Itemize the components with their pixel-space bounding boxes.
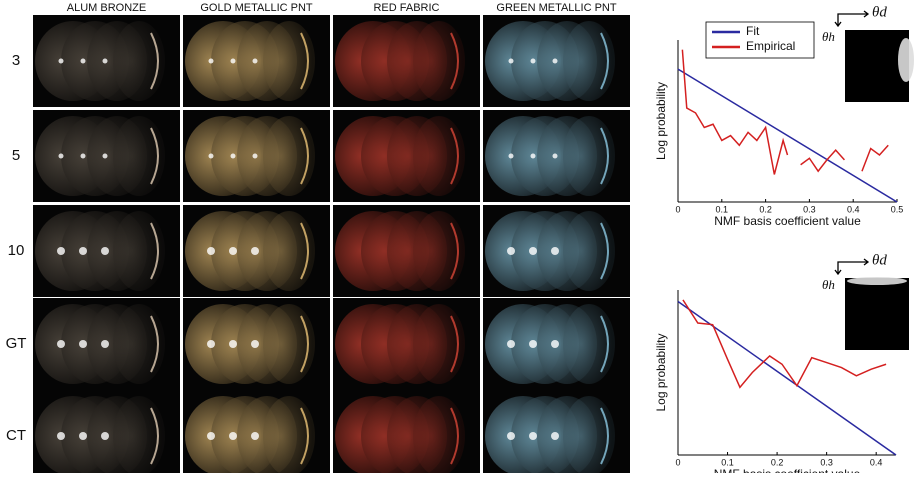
column-header: ALUM BRONZE bbox=[67, 2, 146, 14]
row-label: 5 bbox=[12, 147, 20, 164]
x-tick-label: 0.1 bbox=[716, 204, 729, 214]
highlight bbox=[253, 59, 258, 64]
highlight bbox=[79, 247, 87, 255]
y-axis-label: Log probability bbox=[654, 82, 668, 160]
x-tick-label: 0.2 bbox=[759, 204, 772, 214]
inset-arrow bbox=[835, 259, 868, 274]
highlight bbox=[229, 247, 237, 255]
highlight bbox=[253, 154, 258, 159]
inset-glow bbox=[898, 38, 914, 82]
x-tick-label: 0.3 bbox=[803, 204, 816, 214]
y-axis-label: Log probability bbox=[654, 333, 668, 411]
x-tick-label: 0.4 bbox=[870, 457, 883, 467]
column-header: GREEN METALLIC PNT bbox=[496, 2, 616, 14]
highlight bbox=[101, 340, 109, 348]
inset-y-label: θh bbox=[822, 277, 835, 292]
column-header: GOLD METALLIC PNT bbox=[200, 2, 313, 14]
inset-y-label: θh bbox=[822, 29, 835, 44]
highlight bbox=[551, 247, 559, 255]
highlight bbox=[251, 432, 259, 440]
highlight bbox=[509, 154, 514, 159]
highlight bbox=[103, 59, 108, 64]
highlight bbox=[529, 247, 537, 255]
x-tick-label: 0.1 bbox=[721, 457, 734, 467]
highlight bbox=[79, 340, 87, 348]
highlight bbox=[81, 59, 86, 64]
legend-label: Fit bbox=[746, 24, 760, 38]
x-tick-label: 0.4 bbox=[847, 204, 860, 214]
highlight bbox=[229, 432, 237, 440]
highlight bbox=[507, 432, 515, 440]
x-tick-label: 0 bbox=[675, 457, 680, 467]
highlight bbox=[231, 154, 236, 159]
x-tick-label: 0.5 bbox=[891, 204, 904, 214]
highlight bbox=[531, 154, 536, 159]
x-axis-label: NMF basis coefficient value bbox=[714, 214, 861, 228]
figure: ALUM BRONZE GOLD METALLIC PNT RED FABRIC GR… bbox=[0, 0, 914, 473]
highlight bbox=[57, 247, 65, 255]
legend-label: Empirical bbox=[746, 39, 795, 53]
inset-glow bbox=[847, 277, 907, 285]
highlight bbox=[207, 432, 215, 440]
highlight bbox=[509, 59, 514, 64]
highlight bbox=[231, 59, 236, 64]
highlight bbox=[209, 154, 214, 159]
highlight bbox=[207, 247, 215, 255]
highlight bbox=[101, 247, 109, 255]
highlight bbox=[81, 154, 86, 159]
row-label: 10 bbox=[8, 242, 25, 259]
highlight bbox=[209, 59, 214, 64]
highlight bbox=[553, 59, 558, 64]
x-tick-label: 0 bbox=[675, 204, 680, 214]
highlight bbox=[507, 247, 515, 255]
highlight bbox=[59, 154, 64, 159]
inset-x-label: θd bbox=[872, 252, 887, 268]
highlight bbox=[57, 432, 65, 440]
highlight bbox=[553, 154, 558, 159]
inset bbox=[845, 278, 909, 350]
x-tick-label: 0.2 bbox=[771, 457, 784, 467]
highlight bbox=[529, 432, 537, 440]
row-label: 3 bbox=[12, 52, 20, 69]
highlight bbox=[507, 340, 515, 348]
highlight bbox=[529, 340, 537, 348]
row-label: GT bbox=[6, 335, 27, 352]
column-header: RED FABRIC bbox=[373, 2, 439, 14]
highlight bbox=[207, 340, 215, 348]
highlight bbox=[551, 432, 559, 440]
highlight bbox=[103, 154, 108, 159]
x-tick-label: 0.3 bbox=[820, 457, 833, 467]
inset-arrow bbox=[835, 11, 868, 26]
inset-x-label: θd bbox=[872, 4, 887, 20]
highlight bbox=[101, 432, 109, 440]
highlight bbox=[229, 340, 237, 348]
highlight bbox=[251, 340, 259, 348]
highlight bbox=[251, 247, 259, 255]
highlight bbox=[57, 340, 65, 348]
highlight bbox=[531, 59, 536, 64]
highlight bbox=[59, 59, 64, 64]
row-label: CT bbox=[6, 427, 26, 444]
x-axis-label: NMF basis coefficient value bbox=[714, 467, 861, 473]
highlight bbox=[551, 340, 559, 348]
highlight bbox=[79, 432, 87, 440]
